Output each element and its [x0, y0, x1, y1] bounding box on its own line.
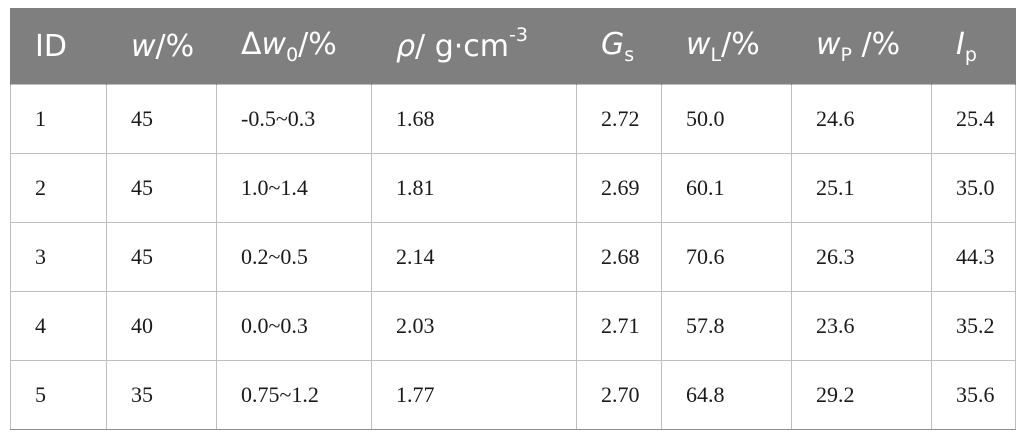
table-header: ID w/% Δw0/% ρ/ g·cm-3 Gs wL/% wP /% Ip: [10, 8, 1016, 85]
cell-wp: 26.3: [791, 222, 932, 292]
header-plasticity-index: Ip: [931, 8, 1016, 85]
header-row: ID w/% Δw0/% ρ/ g·cm-3 Gs wL/% wP /% Ip: [10, 8, 1016, 85]
table-row: 1 45 -0.5~0.3 1.68 2.72 50.0 24.6 25.4: [10, 84, 1016, 154]
table-row: 4 40 0.0~0.3 2.03 2.71 57.8 23.6 35.2: [10, 291, 1016, 361]
cell-dw0: 0.75~1.2: [216, 360, 372, 430]
header-dw-delta: Δ: [241, 26, 262, 62]
header-liquid-limit: wL/%: [661, 8, 792, 85]
cell-id: 2: [10, 153, 107, 223]
table-row: 5 35 0.75~1.2 1.77 2.70 64.8 29.2 35.6: [10, 360, 1016, 430]
header-rho-exponent: -3: [509, 24, 528, 46]
cell-dw0: 0.2~0.5: [216, 222, 372, 292]
header-id: ID: [10, 8, 107, 85]
header-gs-symbol: G: [601, 26, 625, 62]
header-wp-subscript: P: [840, 43, 853, 66]
header-wp-symbol: w: [816, 26, 841, 62]
cell-rho: 2.03: [371, 291, 577, 361]
header-wl-subscript: L: [710, 43, 722, 66]
cell-dw0: -0.5~0.3: [216, 84, 372, 154]
header-ip-symbol: I: [956, 26, 965, 62]
cell-id: 4: [10, 291, 107, 361]
cell-w: 40: [106, 291, 217, 361]
table-row: 2 45 1.0~1.4 1.81 2.69 60.1 25.1 35.0: [10, 153, 1016, 223]
header-dw-symbol: w: [261, 26, 287, 62]
cell-gs: 2.72: [576, 84, 662, 154]
cell-gs: 2.68: [576, 222, 662, 292]
cell-wp: 25.1: [791, 153, 932, 223]
cell-wl: 50.0: [661, 84, 792, 154]
cell-dw0: 0.0~0.3: [216, 291, 372, 361]
cell-ip: 35.2: [931, 291, 1016, 361]
header-wl-unit: /%: [721, 26, 760, 62]
header-w-symbol: w: [131, 28, 156, 64]
cell-wp: 23.6: [791, 291, 932, 361]
cell-gs: 2.71: [576, 291, 662, 361]
header-gs-subscript: s: [624, 43, 635, 66]
cell-rho: 2.14: [371, 222, 577, 292]
soil-properties-table: ID w/% Δw0/% ρ/ g·cm-3 Gs wL/% wP /% Ip …: [10, 8, 1016, 430]
header-water-content: w/%: [106, 8, 217, 85]
cell-id: 5: [10, 360, 107, 430]
cell-wp: 29.2: [791, 360, 932, 430]
cell-rho: 1.81: [371, 153, 577, 223]
cell-wl: 60.1: [661, 153, 792, 223]
cell-w: 45: [106, 153, 217, 223]
header-ip-subscript: p: [964, 43, 977, 66]
header-rho-symbol: ρ: [396, 29, 416, 64]
header-dw-unit: /%: [298, 26, 337, 62]
header-rho-unit: / g·cm: [415, 29, 509, 64]
header-w-unit: /%: [155, 28, 195, 64]
header-id-label: ID: [35, 28, 67, 64]
cell-wl: 64.8: [661, 360, 792, 430]
header-plastic-limit: wP /%: [791, 8, 932, 85]
cell-wl: 70.6: [661, 222, 792, 292]
cell-ip: 35.0: [931, 153, 1016, 223]
header-delta-w0: Δw0/%: [216, 8, 372, 85]
soil-properties-table-container: ID w/% Δw0/% ρ/ g·cm-3 Gs wL/% wP /% Ip …: [10, 8, 1016, 430]
cell-id: 3: [10, 222, 107, 292]
cell-rho: 1.68: [371, 84, 577, 154]
header-specific-gravity: Gs: [576, 8, 662, 85]
cell-id: 1: [10, 84, 107, 154]
header-wl-symbol: w: [686, 26, 711, 62]
cell-ip: 35.6: [931, 360, 1016, 430]
cell-w: 45: [106, 222, 217, 292]
cell-w: 35: [106, 360, 217, 430]
cell-wl: 57.8: [661, 291, 792, 361]
header-wp-unit: /%: [852, 26, 901, 62]
cell-dw0: 1.0~1.4: [216, 153, 372, 223]
table-body: 1 45 -0.5~0.3 1.68 2.72 50.0 24.6 25.4 2…: [10, 84, 1016, 430]
header-density: ρ/ g·cm-3: [371, 8, 577, 85]
header-dw-subscript: 0: [286, 43, 299, 66]
cell-wp: 24.6: [791, 84, 932, 154]
cell-ip: 25.4: [931, 84, 1016, 154]
cell-w: 45: [106, 84, 217, 154]
table-row: 3 45 0.2~0.5 2.14 2.68 70.6 26.3 44.3: [10, 222, 1016, 292]
cell-ip: 44.3: [931, 222, 1016, 292]
cell-gs: 2.70: [576, 360, 662, 430]
cell-rho: 1.77: [371, 360, 577, 430]
cell-gs: 2.69: [576, 153, 662, 223]
